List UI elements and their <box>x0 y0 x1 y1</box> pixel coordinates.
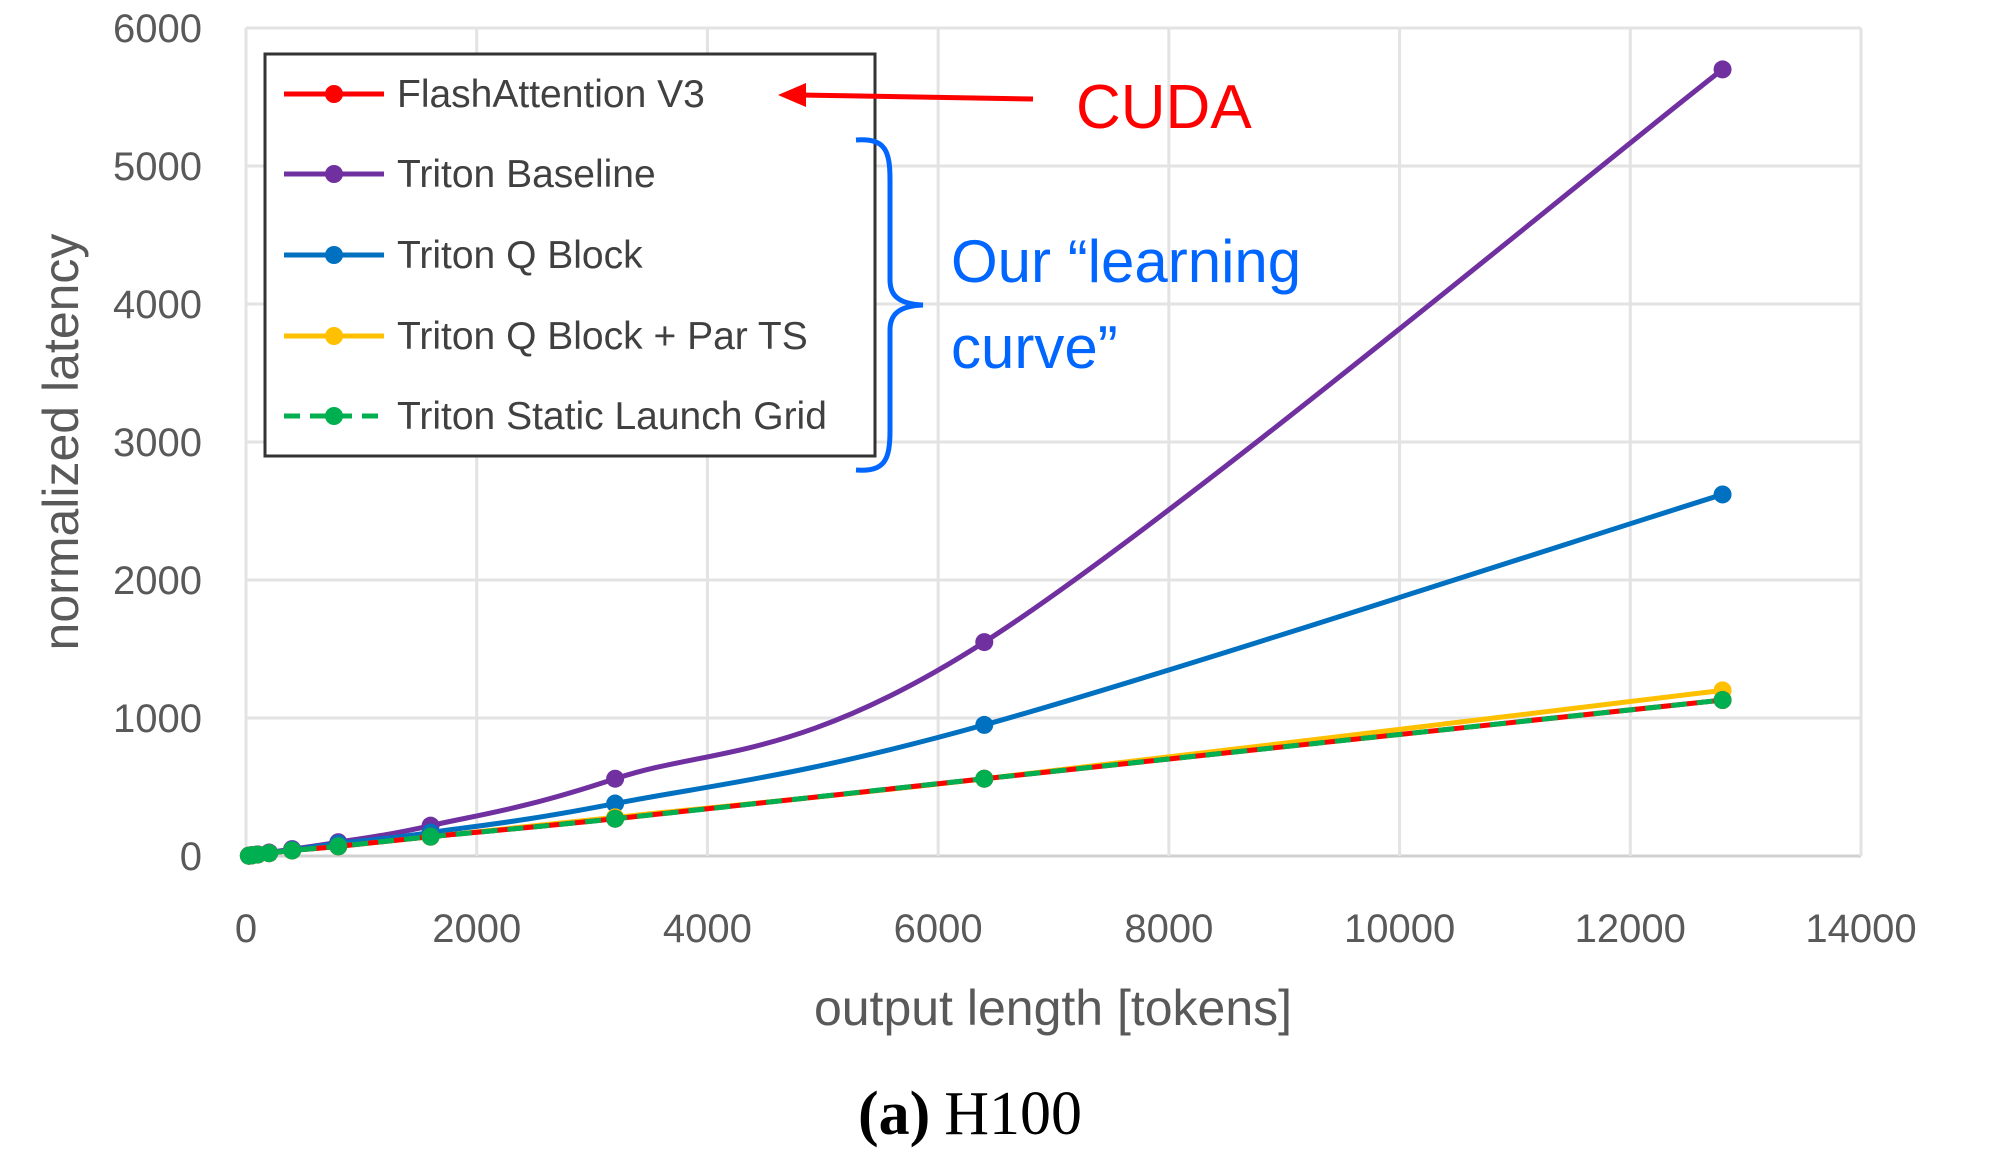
y-tick-label: 2000 <box>113 559 202 603</box>
x-tick-label: 14000 <box>1805 907 1916 951</box>
legend-item: Triton Static Launch Grid <box>284 395 827 438</box>
cuda-annotation: CUDA <box>778 73 1252 142</box>
legend-label: Triton Q Block <box>397 234 643 277</box>
series-triton-static-launch-grid <box>239 691 1732 865</box>
legend-item: FlashAttention V3 <box>284 73 705 116</box>
x-tick-label: 4000 <box>663 907 752 951</box>
series-group <box>239 60 1732 865</box>
legend-item: Triton Q Block + Par TS <box>284 315 808 358</box>
x-tick-label: 8000 <box>1124 907 1213 951</box>
y-axis-label: normalized latency <box>33 234 89 651</box>
y-tick-label: 1000 <box>113 697 202 741</box>
data-point <box>606 809 625 828</box>
data-point <box>1713 60 1732 79</box>
x-tick-label: 6000 <box>894 907 983 951</box>
caption-label: (a) <box>858 1080 930 1148</box>
caption-text: H100 <box>944 1080 1082 1148</box>
legend-label: FlashAttention V3 <box>397 73 705 116</box>
data-point <box>606 769 625 788</box>
figure-caption: (a) H100 <box>858 1080 1082 1148</box>
legend-label: Triton Q Block + Par TS <box>397 315 808 358</box>
legend: FlashAttention V3 Triton Baseline Triton Q… <box>263 52 877 458</box>
legend-label: Triton Static Launch Grid <box>397 395 827 438</box>
x-tick-label: 12000 <box>1575 907 1686 951</box>
x-axis-label: output length [tokens] <box>814 980 1292 1036</box>
y-tick-label: 0 <box>180 835 202 879</box>
legend-label: Triton Baseline <box>397 153 656 196</box>
legend-item: Triton Q Block <box>284 234 643 277</box>
legend-marker <box>325 407 343 425</box>
cuda-label: CUDA <box>1076 73 1252 142</box>
data-point <box>975 633 994 652</box>
data-point <box>1713 485 1732 504</box>
legend-marker <box>325 85 343 103</box>
x-tick-label: 2000 <box>432 907 521 951</box>
y-tick-label: 3000 <box>113 421 202 465</box>
x-tick-label: 0 <box>235 907 257 951</box>
data-point <box>260 844 279 863</box>
data-point <box>1713 691 1732 710</box>
x-tick-label: 10000 <box>1344 907 1455 951</box>
y-axis-ticks: 0 1000 2000 3000 4000 5000 6000 <box>113 7 202 879</box>
series-triton-q-block <box>239 485 1732 865</box>
y-tick-label: 5000 <box>113 145 202 189</box>
data-point <box>975 715 994 734</box>
data-point <box>606 794 625 813</box>
cuda-arrow <box>799 92 1034 102</box>
data-point <box>975 769 994 788</box>
learning-curve-label-line1: Our “learning <box>951 228 1301 295</box>
curly-brace <box>855 137 924 473</box>
learning-curve-annotation: Our “learning curve” <box>855 137 1301 473</box>
data-point <box>329 837 348 856</box>
legend-marker <box>325 246 343 264</box>
legend-marker <box>325 327 343 345</box>
learning-curve-label-line2: curve” <box>951 314 1118 381</box>
legend-marker <box>325 165 343 183</box>
y-tick-label: 4000 <box>113 283 202 327</box>
y-tick-label: 6000 <box>113 7 202 51</box>
x-axis-ticks: 0 2000 4000 6000 8000 10000 12000 14000 <box>235 907 1917 951</box>
data-point <box>283 841 302 860</box>
legend-item: Triton Baseline <box>284 153 656 196</box>
data-point <box>421 827 440 846</box>
series-line <box>248 492 1724 859</box>
cuda-arrowhead <box>778 83 806 107</box>
